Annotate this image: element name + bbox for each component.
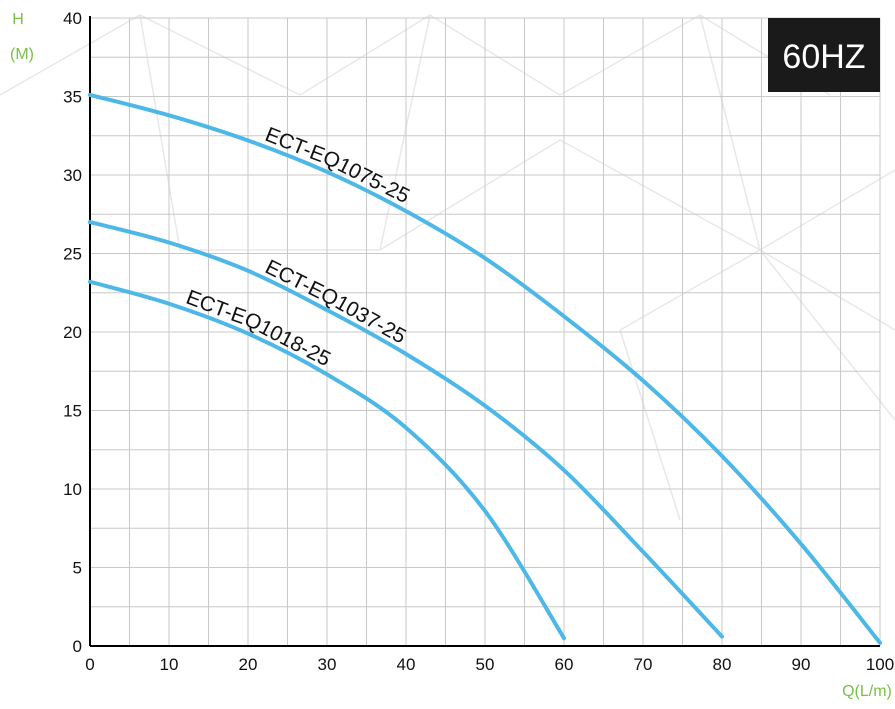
x-tick-label: 30 <box>318 655 337 674</box>
y-tick-label: 0 <box>73 637 82 656</box>
x-tick-label: 70 <box>634 655 653 674</box>
watermark-line <box>379 14 431 251</box>
y-tick-label: 30 <box>63 166 82 185</box>
y-tick-label: 5 <box>73 559 82 578</box>
y-tick-label: 10 <box>63 480 82 499</box>
x-tick-label: 10 <box>160 655 179 674</box>
watermark-line <box>759 249 895 421</box>
watermark-line <box>699 14 761 251</box>
badge-label: 60HZ <box>782 38 865 76</box>
y-tick-label: 20 <box>63 323 82 342</box>
x-tick-label: 20 <box>239 655 258 674</box>
watermark-line <box>619 249 895 331</box>
watermark-line <box>379 139 895 251</box>
y-tick-label: 35 <box>63 88 82 107</box>
x-tick-label: 40 <box>397 655 416 674</box>
watermark-line <box>619 329 681 521</box>
series-line <box>88 92 882 645</box>
tick-labels: 0 10 20 30 40 50 60 70 80 90 100 0 5 10 15 20 25 30 35 40 <box>63 9 894 674</box>
x-tick-label: 90 <box>792 655 811 674</box>
x-tick-label: 100 <box>866 655 894 674</box>
frequency-badge: 60HZ <box>768 18 880 92</box>
series-line <box>88 220 724 639</box>
y-tick-label: 40 <box>63 9 82 28</box>
x-tick-label: 60 <box>555 655 574 674</box>
x-tick-label: 80 <box>713 655 732 674</box>
watermark-line <box>0 14 301 96</box>
y-tick-label: 15 <box>63 402 82 421</box>
x-tick-label: 50 <box>476 655 495 674</box>
x-axis-label: Q(L/m) <box>842 683 892 700</box>
x-tick-label: 0 <box>85 655 94 674</box>
y-axis-label-h: H <box>12 11 24 28</box>
watermark-line <box>139 14 181 251</box>
badge-background <box>768 18 880 92</box>
chart-axes <box>89 16 880 647</box>
chart-grid <box>89 17 881 647</box>
watermark-line <box>299 14 561 96</box>
background-watermark <box>0 14 895 521</box>
y-axis-label-unit: (M) <box>10 46 34 63</box>
series-line <box>88 279 566 641</box>
y-tick-label: 25 <box>63 245 82 264</box>
